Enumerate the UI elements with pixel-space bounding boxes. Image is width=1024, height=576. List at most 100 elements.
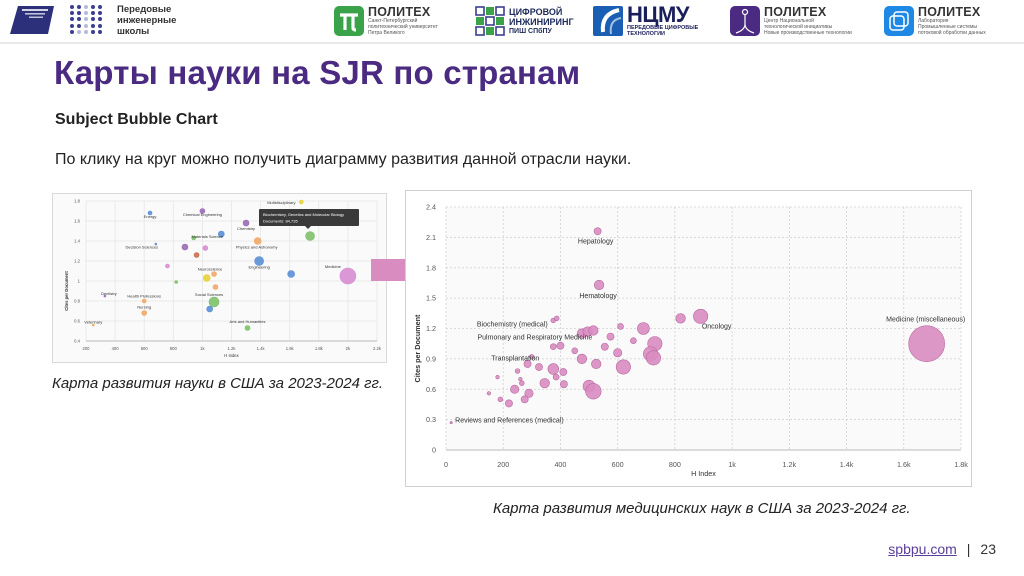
bubble-decision-sciences[interactable] — [154, 242, 158, 246]
y-axis-label: Cites per Document — [64, 271, 69, 311]
bubble-label: Medicine (miscellaneous) — [886, 317, 965, 324]
bubble[interactable] — [556, 341, 565, 350]
bubble[interactable] — [591, 358, 602, 370]
bubble-hematology[interactable] — [593, 279, 605, 291]
bubble[interactable] — [576, 353, 588, 364]
bubble[interactable] — [212, 284, 219, 290]
bubble[interactable] — [520, 395, 529, 404]
x-tick-label: 200 — [497, 460, 509, 469]
bubble-biochemistry-genetics-and-molecular-biology[interactable] — [305, 231, 315, 241]
bubble[interactable] — [202, 274, 211, 282]
x-tick-label: 1k — [200, 346, 205, 351]
bubble-nursing[interactable] — [141, 310, 147, 316]
bubble[interactable] — [539, 378, 550, 389]
bubble[interactable] — [165, 263, 170, 269]
bubble[interactable] — [630, 337, 637, 344]
bubble-reviews-and-references-medical[interactable] — [449, 421, 453, 425]
nti-tower-icon — [730, 6, 760, 36]
bubble-label: Arts and Humanities — [229, 319, 265, 324]
bubble[interactable] — [637, 322, 650, 335]
x-tick-label: 1.4k — [840, 460, 854, 469]
bubble[interactable] — [585, 383, 602, 400]
bubble[interactable] — [497, 396, 504, 403]
bubble[interactable] — [519, 380, 525, 386]
bubble-social-sciences[interactable] — [208, 296, 220, 308]
bubble-veterinary[interactable] — [91, 323, 95, 327]
bubble-label: Decision Sciences — [125, 245, 158, 250]
bubble[interactable] — [554, 315, 560, 322]
bubble[interactable] — [486, 391, 492, 396]
bubble-dentistry[interactable] — [103, 294, 107, 298]
footer-separator: | — [966, 541, 971, 557]
bubble-arts-and-humanities[interactable] — [244, 325, 251, 331]
bubble[interactable] — [529, 354, 535, 360]
bubble[interactable] — [600, 342, 609, 351]
x-tick-label: 1.8k — [315, 346, 324, 351]
svg-text:Documents: 84,735: Documents: 84,735 — [263, 219, 298, 224]
bubble-label: Hepatology — [578, 238, 614, 245]
x-tick-label: 1.4k — [257, 346, 266, 351]
bubble[interactable] — [206, 305, 213, 313]
partner-logo-polytech: ПОЛИТЕХ Санкт-Петербургский политехничес… — [334, 3, 438, 39]
polytech-pi-icon — [334, 6, 364, 36]
bubble-medicine-miscellaneous[interactable] — [908, 325, 945, 362]
bubble-chart-all-subjects[interactable]: 200 400 600 800 1k 1.2k 1.4k 1.6k 1.8k 2k 2.2k 0.4 0… — [52, 193, 387, 363]
bubble[interactable] — [559, 380, 568, 389]
bubble[interactable] — [193, 252, 200, 258]
bubble-chart-medical-sciences[interactable]: 0 200 400 600 800 1k 1.2k 1.4k 1.6k 1.8k 0 0.3 0.6 0.… — [405, 190, 972, 487]
bubble[interactable] — [191, 235, 196, 241]
x-tick-label: 1.2k — [228, 346, 237, 351]
bubble-chart-all-subjects-svg[interactable]: 200 400 600 800 1k 1.2k 1.4k 1.6k 1.8k 2k 2.2k 0.4 0… — [53, 194, 388, 364]
bubble-oncology[interactable] — [693, 308, 709, 324]
bubble-chemistry[interactable] — [242, 219, 250, 227]
bubble[interactable] — [174, 280, 179, 284]
y-tick-label: 1 — [78, 278, 81, 283]
bubble[interactable] — [514, 368, 521, 374]
bubble[interactable] — [523, 360, 532, 368]
bubble[interactable] — [510, 384, 520, 394]
bubble-medicine[interactable] — [339, 267, 357, 285]
bubble-label: Energy — [144, 214, 157, 219]
bubble[interactable] — [617, 323, 624, 330]
bubble[interactable] — [524, 388, 534, 398]
bubble[interactable] — [202, 245, 209, 251]
bubble[interactable] — [615, 359, 631, 375]
bubble-energy[interactable] — [147, 210, 153, 216]
bubble-chart-medical-sciences-svg[interactable]: 0 200 400 600 800 1k 1.2k 1.4k 1.6k 1.8k 0 0.3 0.6 0.… — [406, 191, 973, 488]
bubble[interactable] — [606, 332, 615, 341]
caption-left-chart: Карта развития науки в США за 2023-2024 … — [52, 375, 384, 392]
digital-engineering-grid-icon — [475, 6, 505, 36]
bubble-health-professions[interactable] — [141, 298, 147, 304]
pish-logo-text: Передовые инженерные школы — [117, 4, 177, 37]
bubble[interactable] — [505, 399, 513, 408]
bubble-materials-science[interactable] — [218, 230, 225, 238]
bubble[interactable] — [675, 313, 686, 324]
bubble[interactable] — [588, 325, 599, 336]
bubble-transplantation[interactable] — [549, 343, 557, 351]
bubble-engineering[interactable] — [254, 256, 264, 266]
bubble[interactable] — [552, 373, 560, 381]
bubble[interactable] — [181, 243, 189, 251]
bubble[interactable] — [613, 348, 623, 358]
bubble-label: Multidisciplinary — [267, 200, 295, 205]
bubble-chemical-engineering[interactable] — [199, 208, 206, 214]
y-tick-label: 2.1 — [426, 233, 436, 242]
x-tick-label: 1k — [728, 460, 736, 469]
page-title: Карты науки на SJR по странам — [54, 54, 581, 91]
bubble[interactable] — [645, 350, 661, 366]
bubble-multidisciplinary[interactable] — [299, 199, 304, 205]
bubble[interactable] — [535, 363, 543, 371]
bubble[interactable] — [571, 347, 579, 355]
bubble-physics-and-astronomy[interactable] — [253, 237, 262, 245]
y-tick-label: 2.4 — [426, 203, 436, 212]
partner-logo-polytech-lab: ПОЛИТЕХ Лаборатория Промышленные системы… — [884, 3, 986, 39]
bubble-neuroscience[interactable] — [211, 271, 217, 277]
bubble[interactable] — [559, 368, 568, 376]
bubble-hepatology[interactable] — [593, 227, 602, 236]
bubble[interactable] — [287, 270, 295, 278]
footer-link-spbpu[interactable]: spbpu.com — [888, 541, 957, 557]
bubble[interactable] — [495, 375, 500, 380]
bubble[interactable] — [547, 363, 559, 375]
x-tick-label: 200 — [83, 346, 91, 351]
bubble[interactable] — [518, 377, 523, 382]
